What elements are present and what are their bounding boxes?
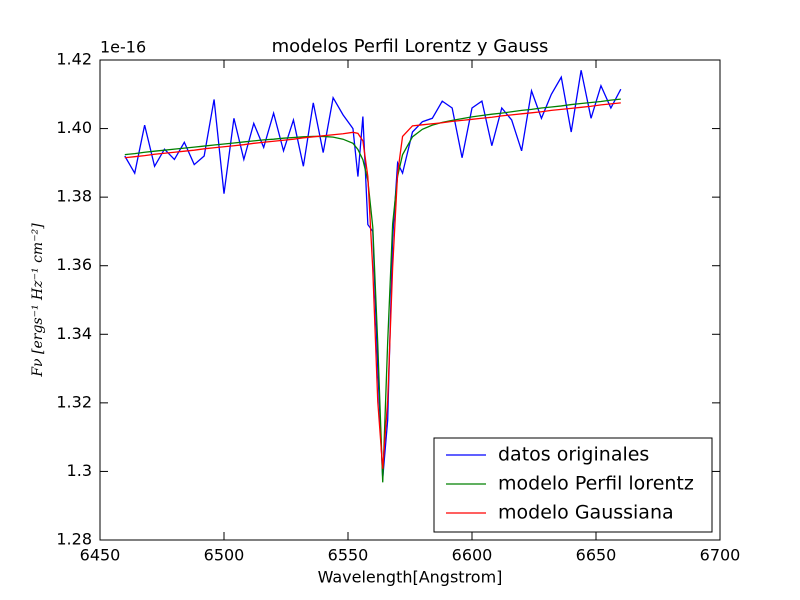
- y-tick-label: 1.32: [56, 392, 92, 411]
- data-line: [124, 98, 621, 483]
- x-tick-label: 6600: [452, 546, 493, 565]
- y-offset-label: 1e-16: [100, 38, 146, 57]
- data-line: [124, 102, 621, 469]
- y-tick-label: 1.42: [56, 50, 92, 69]
- y-tick-label: 1.38: [56, 187, 92, 206]
- legend-box: [433, 437, 713, 533]
- y-axis-label: Fν [ergs⁻¹ Hz⁻¹ cm⁻²]: [30, 223, 46, 378]
- y-tick-label: 1.34: [56, 324, 92, 343]
- legend-label: modelo Perfil lorentz: [498, 473, 694, 495]
- legend-label: modelo Gaussiana: [498, 502, 674, 524]
- y-tick-label: 1.3: [67, 461, 92, 480]
- x-tick-label: 6500: [204, 546, 245, 565]
- y-tick-label: 1.40: [56, 118, 92, 137]
- x-tick-label: 6450: [80, 546, 121, 565]
- y-tick-label: 1.28: [56, 530, 92, 549]
- x-tick-label: 6700: [700, 546, 741, 565]
- y-tick-label: 1.36: [56, 255, 92, 274]
- x-axis-label: Wavelength[Angstrom]: [318, 568, 503, 587]
- x-tick-label: 6550: [328, 546, 369, 565]
- chart-title: modelos Perfil Lorentz y Gauss: [272, 36, 549, 57]
- x-tick-label: 6650: [576, 546, 617, 565]
- legend-label: datos originales: [498, 444, 649, 466]
- plot-frame: [99, 59, 721, 541]
